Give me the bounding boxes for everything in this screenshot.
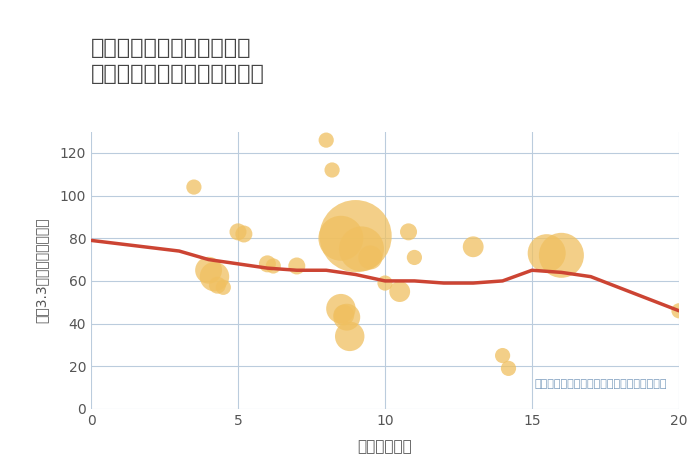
Point [673, 307, 685, 314]
Text: 円の大きさは、取引のあった物件面積を示す: 円の大きさは、取引のあった物件面積を示す [535, 379, 667, 390]
Point [188, 183, 199, 191]
Point [503, 365, 514, 372]
Y-axis label: 坪（3.3㎡）単価（万円）: 坪（3.3㎡）単価（万円） [35, 218, 49, 323]
Point [341, 313, 352, 321]
Point [335, 235, 346, 242]
Point [350, 232, 361, 240]
Point [209, 273, 220, 281]
Point [403, 228, 414, 235]
Point [212, 282, 223, 289]
Point [262, 260, 273, 267]
Point [335, 305, 346, 313]
Point [541, 250, 552, 257]
Point [379, 279, 391, 287]
Point [232, 228, 244, 235]
Point [365, 254, 376, 261]
Point [468, 243, 479, 251]
Point [321, 136, 332, 144]
Point [218, 283, 229, 291]
Point [356, 245, 367, 253]
Point [291, 262, 302, 270]
Point [267, 262, 279, 270]
Text: 三重県四日市市南垂坂町の
駅距離別中古マンション価格: 三重県四日市市南垂坂町の 駅距離別中古マンション価格 [91, 38, 265, 84]
Point [326, 166, 337, 174]
Point [497, 352, 508, 360]
Point [556, 251, 567, 259]
X-axis label: 駅距離（分）: 駅距離（分） [358, 439, 412, 454]
Point [238, 230, 249, 238]
Point [203, 266, 214, 274]
Point [344, 333, 356, 340]
Point [338, 311, 349, 319]
Point [394, 288, 405, 295]
Point [409, 254, 420, 261]
